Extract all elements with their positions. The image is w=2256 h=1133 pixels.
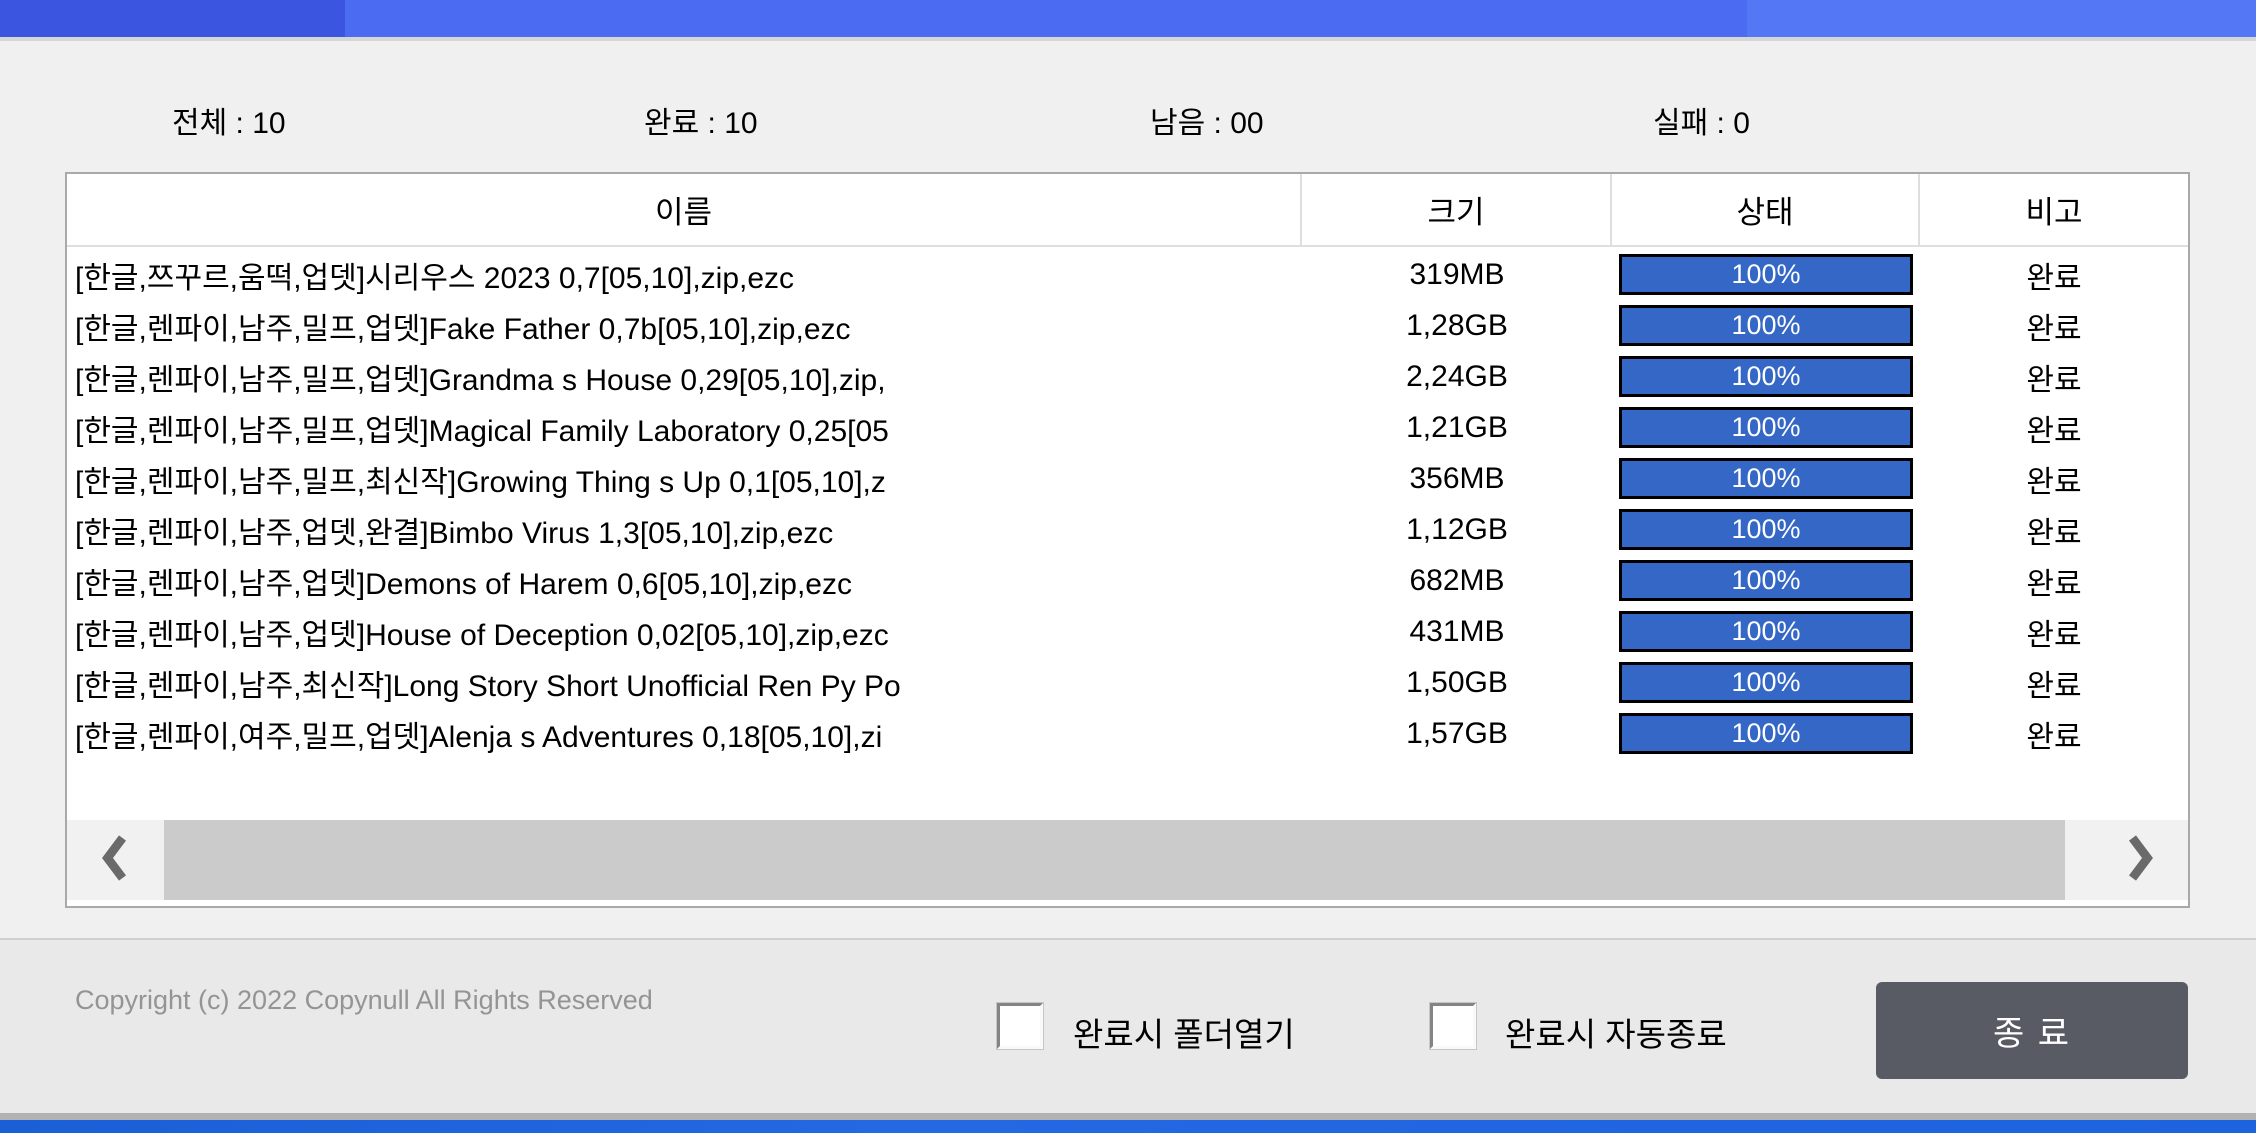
file-name-cell: [한글,렌파이,남주,밀프,업뎃]Magical Family Laborato… [75, 414, 889, 448]
table-body: [한글,쯔꾸르,움떡,업뎃]시리우스 2023 0,7[05,10],zip,e… [67, 249, 2188, 759]
progress-bar: 100% [1619, 305, 1913, 346]
scroll-right-button[interactable] [2092, 820, 2188, 900]
file-size-cell: 356MB [1409, 461, 1505, 495]
progress-bar: 100% [1619, 560, 1913, 601]
progress-bar: 100% [1619, 662, 1913, 703]
table-row[interactable]: [한글,렌파이,남주,업뎃]Demons of Harem 0,6[05,10]… [67, 555, 2188, 606]
table-row[interactable]: [한글,렌파이,남주,밀프,업뎃]Grandma s House 0,29[05… [67, 351, 2188, 402]
status-cell: 100% [1612, 305, 1920, 346]
table-row[interactable]: [한글,렌파이,남주,밀프,최신작]Growing Thing s Up 0,1… [67, 453, 2188, 504]
stat-total: 전체 : 10 [172, 107, 286, 140]
remark-cell: 완료 [2026, 720, 2082, 754]
file-name-cell: [한글,렌파이,남주,밀프,업뎃]Grandma s House 0,29[05… [75, 363, 886, 397]
file-size-cell: 1,28GB [1406, 308, 1508, 342]
title-bar-segment [345, 0, 1747, 37]
file-size-cell: 1,57GB [1406, 716, 1508, 750]
auto-exit-checkbox[interactable] [1429, 1002, 1477, 1050]
status-cell: 100% [1612, 407, 1920, 448]
remark-cell: 완료 [2026, 669, 2082, 703]
remark-cell: 완료 [2026, 567, 2082, 601]
open-folder-checkbox[interactable] [996, 1002, 1044, 1050]
footer-panel: Copyright (c) 2022 Copynull All Rights R… [0, 938, 2256, 1115]
remark-cell: 완료 [2026, 618, 2082, 652]
file-size-cell: 431MB [1409, 614, 1505, 648]
chevron-left-icon [98, 833, 132, 888]
status-cell: 100% [1612, 254, 1920, 295]
bottom-divider [0, 1113, 2256, 1120]
status-cell: 100% [1612, 458, 1920, 499]
title-bar-segment [0, 0, 345, 37]
table-row[interactable]: [한글,렌파이,남주,업뎃,완결]Bimbo Virus 1,3[05,10],… [67, 504, 2188, 555]
table-header-row: 이름 크기 상태 비고 [67, 174, 2188, 247]
scroll-left-button[interactable] [67, 820, 163, 900]
title-bar [0, 0, 2256, 41]
file-name-cell: [한글,렌파이,남주,업뎃]House of Deception 0,02[05… [75, 618, 889, 652]
file-name-cell: [한글,렌파이,남주,업뎃,완결]Bimbo Virus 1,3[05,10],… [75, 516, 834, 550]
remark-cell: 완료 [2026, 363, 2082, 397]
status-cell: 100% [1612, 509, 1920, 550]
progress-bar: 100% [1619, 713, 1913, 754]
title-bar-segment [1747, 0, 2256, 37]
progress-bar: 100% [1619, 356, 1913, 397]
file-name-cell: [한글,렌파이,여주,밀프,업뎃]Alenja s Adventures 0,1… [75, 720, 883, 754]
table-row[interactable]: [한글,렌파이,남주,최신작]Long Story Short Unoffici… [67, 657, 2188, 708]
status-cell: 100% [1612, 611, 1920, 652]
stat-remaining: 남음 : 00 [1150, 107, 1264, 140]
progress-bar: 100% [1619, 611, 1913, 652]
file-size-cell: 319MB [1409, 257, 1505, 291]
table-row[interactable]: [한글,렌파이,남주,업뎃]House of Deception 0,02[05… [67, 606, 2188, 657]
file-name-cell: [한글,렌파이,남주,밀프,최신작]Growing Thing s Up 0,1… [75, 465, 886, 499]
file-size-cell: 1,12GB [1406, 512, 1508, 546]
status-cell: 100% [1612, 560, 1920, 601]
chevron-right-icon [2123, 833, 2157, 888]
stat-complete: 완료 : 10 [644, 107, 758, 140]
status-cell: 100% [1612, 356, 1920, 397]
remark-cell: 완료 [2026, 414, 2082, 448]
auto-exit-checkbox-label: 완료시 자동종료 [1505, 1016, 1727, 1053]
file-size-cell: 682MB [1409, 563, 1505, 597]
file-name-cell: [한글,렌파이,남주,최신작]Long Story Short Unoffici… [75, 669, 901, 703]
bottom-blue-bar [0, 1120, 2256, 1133]
scrollbar-thumb[interactable] [164, 820, 2065, 900]
table-row[interactable]: [한글,쯔꾸르,움떡,업뎃]시리우스 2023 0,7[05,10],zip,e… [67, 249, 2188, 300]
progress-bar: 100% [1619, 254, 1913, 295]
remark-cell: 완료 [2026, 261, 2082, 295]
table-header-remark: 비고 [2025, 195, 2083, 230]
table-row[interactable]: [한글,렌파이,남주,밀프,업뎃]Magical Family Laborato… [67, 402, 2188, 453]
open-folder-checkbox-label: 완료시 폴더열기 [1073, 1016, 1295, 1053]
file-size-cell: 1,50GB [1406, 665, 1508, 699]
progress-bar: 100% [1619, 458, 1913, 499]
file-name-cell: [한글,렌파이,남주,업뎃]Demons of Harem 0,6[05,10]… [75, 567, 852, 601]
file-name-cell: [한글,렌파이,남주,밀프,업뎃]Fake Father 0,7b[05,10]… [75, 312, 851, 346]
table-header-name: 이름 [67, 174, 1302, 245]
horizontal-scrollbar[interactable] [67, 820, 2188, 900]
file-size-cell: 1,21GB [1406, 410, 1508, 444]
table-header-status: 상태 [1612, 174, 1920, 245]
file-size-cell: 2,24GB [1406, 359, 1508, 393]
remark-cell: 완료 [2026, 516, 2082, 550]
status-cell: 100% [1612, 662, 1920, 703]
remark-cell: 완료 [2026, 312, 2082, 346]
file-name-cell: [한글,쯔꾸르,움떡,업뎃]시리우스 2023 0,7[05,10],zip,e… [75, 261, 795, 295]
stat-failed: 실패 : 0 [1653, 107, 1750, 140]
table-row[interactable]: [한글,렌파이,남주,밀프,업뎃]Fake Father 0,7b[05,10]… [67, 300, 2188, 351]
progress-bar: 100% [1619, 509, 1913, 550]
exit-button[interactable]: 종 료 [1876, 982, 2188, 1079]
copyright-text: Copyright (c) 2022 Copynull All Rights R… [75, 985, 653, 1015]
remark-cell: 완료 [2026, 465, 2082, 499]
table-row[interactable]: [한글,렌파이,여주,밀프,업뎃]Alenja s Adventures 0,1… [67, 708, 2188, 759]
progress-bar: 100% [1619, 407, 1913, 448]
download-table: 이름 크기 상태 비고 [한글,쯔꾸르,움떡,업뎃]시리우스 2023 0,7[… [65, 172, 2190, 908]
status-cell: 100% [1612, 713, 1920, 754]
table-header-size: 크기 [1302, 174, 1612, 245]
